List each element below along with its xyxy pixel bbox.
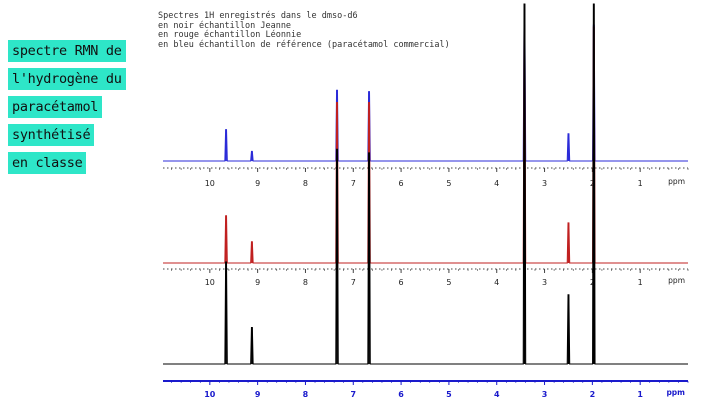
tick-label: 6 <box>398 390 404 399</box>
tick-label: 7 <box>351 179 356 188</box>
tick-label: 8 <box>303 390 309 399</box>
tick-label: 9 <box>255 278 260 287</box>
tick-label: 7 <box>351 278 356 287</box>
spectrum-line <box>163 26 688 264</box>
tick-label: 8 <box>303 179 308 188</box>
slide-title: spectre RMN de l'hydrogène du paracétamo… <box>8 40 158 180</box>
tick-label: 10 <box>205 179 215 188</box>
tick-label: 8 <box>303 278 308 287</box>
spectrum-line <box>163 3 688 365</box>
tick-label: 9 <box>255 179 260 188</box>
title-line: paracétamol <box>8 96 103 118</box>
tick-label: 1 <box>638 179 643 188</box>
tick-label: 10 <box>204 390 216 399</box>
tick-label: 5 <box>446 390 452 399</box>
spectrum-line <box>163 24 688 162</box>
x-axis-unit-label: ppm <box>668 177 685 186</box>
tick-label: 4 <box>494 179 499 188</box>
tick-label: 4 <box>494 278 499 287</box>
legend-line: en noir échantillon Jeanne <box>158 20 292 31</box>
tick-label: 5 <box>446 179 451 188</box>
title-line: spectre RMN de <box>8 40 126 62</box>
spectrum-legend: Spectres 1H enregistrés dans le dmso-d6 … <box>158 11 450 50</box>
tick-label: 4 <box>494 390 500 399</box>
tick-label: 6 <box>399 278 404 287</box>
x-axis-unit-label: ppm <box>668 276 685 285</box>
tick-label: 9 <box>255 390 261 399</box>
tick-label: 6 <box>399 179 404 188</box>
tick-label: 5 <box>446 278 451 287</box>
legend-line: Spectres 1H enregistrés dans le dmso-d6 <box>158 11 358 21</box>
legend-line: en rouge échantillon Léonnie <box>158 30 302 41</box>
tick-label: 1 <box>638 278 643 287</box>
tick-label: 2 <box>590 390 596 399</box>
tick-label: 1 <box>637 390 643 399</box>
tick-label: 7 <box>350 390 356 399</box>
title-line: synthétisé <box>8 124 95 146</box>
x-axis-unit-label: ppm <box>666 388 685 397</box>
tick-label: 3 <box>542 179 547 188</box>
tick-label: 3 <box>542 278 547 287</box>
legend-line: en bleu échantillon de référence (paracé… <box>158 39 450 50</box>
title-line: l'hydrogène du <box>8 68 126 90</box>
tick-label: 3 <box>542 390 548 399</box>
tick-label: 10 <box>205 278 215 287</box>
title-line: en classe <box>8 152 87 174</box>
